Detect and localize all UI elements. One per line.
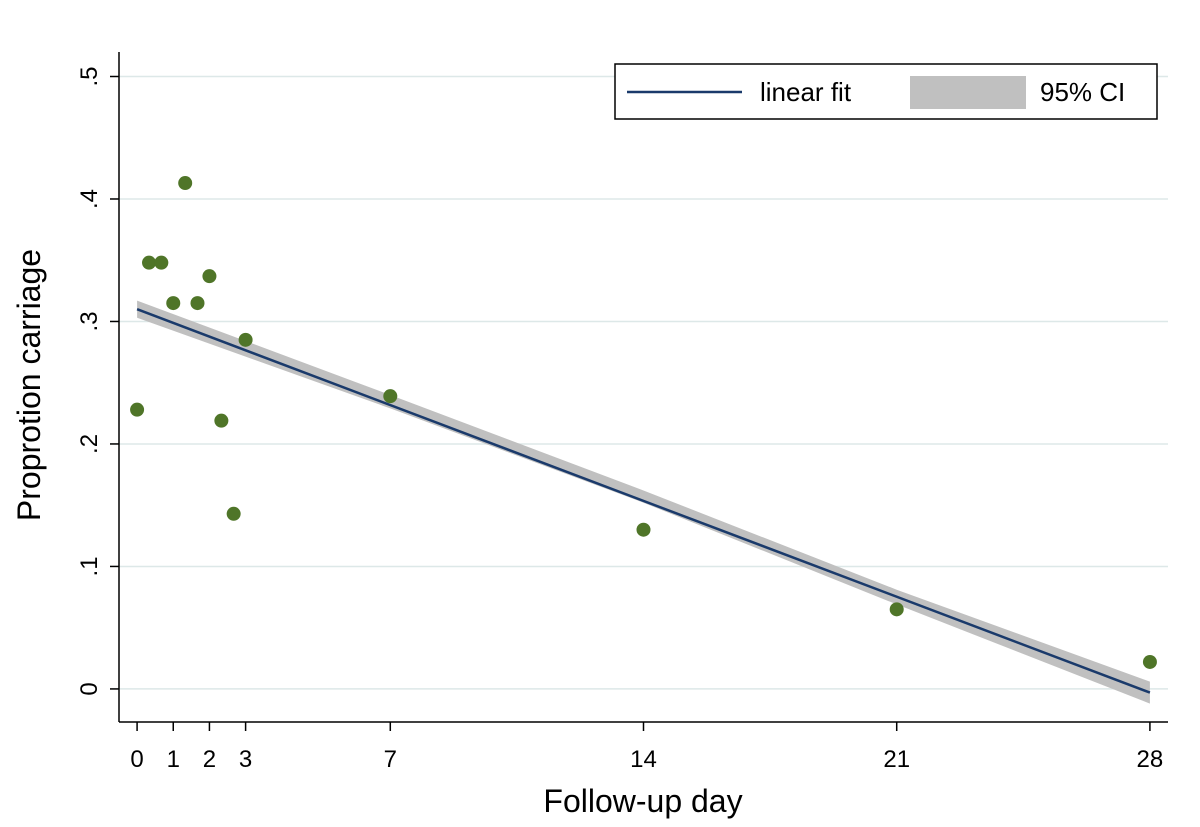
y-tick-label: .4 [76,189,103,209]
x-tick-label: 7 [384,746,397,773]
data-point [154,255,169,270]
legend: linear fit 95% CI [614,63,1158,120]
data-point [130,402,145,417]
y-tick-label: .5 [76,66,103,86]
y-tick-label: 0 [76,682,103,695]
y-tick-label: .1 [76,556,103,576]
y-tick-label: .3 [76,311,103,331]
legend-fit-label: linear fit [760,77,852,107]
fit-line [136,308,1151,694]
data-point [142,255,157,270]
x-tick-label: 1 [167,746,180,773]
data-point [226,506,241,521]
data-point [202,269,217,284]
x-tick-label: 21 [883,746,910,773]
legend-ci-swatch [910,76,1026,109]
y-axis-title: Proprotion carriage [11,249,47,521]
x-ticks: 0 1 2 3 7 14 21 28 [130,722,1163,773]
fit-line-group [136,308,1151,694]
data-point [1142,654,1157,669]
legend-ci-label: 95% CI [1040,77,1125,107]
x-axis-title: Follow-up day [543,783,742,819]
data-point [383,389,398,404]
y-tick-label: .2 [76,434,103,454]
data-points [130,176,1157,669]
data-point [190,296,205,311]
x-tick-label: 28 [1137,746,1164,773]
x-tick-label: 3 [239,746,252,773]
x-tick-label: 0 [130,746,143,773]
x-tick-label: 14 [630,746,657,773]
data-point [178,176,193,191]
data-point [636,522,651,537]
y-ticks: 0 .1 .2 .3 .4 .5 [76,66,119,696]
data-point [214,413,229,428]
data-point [166,296,181,311]
data-point [889,602,904,617]
x-tick-label: 2 [203,746,216,773]
data-point [238,332,253,347]
